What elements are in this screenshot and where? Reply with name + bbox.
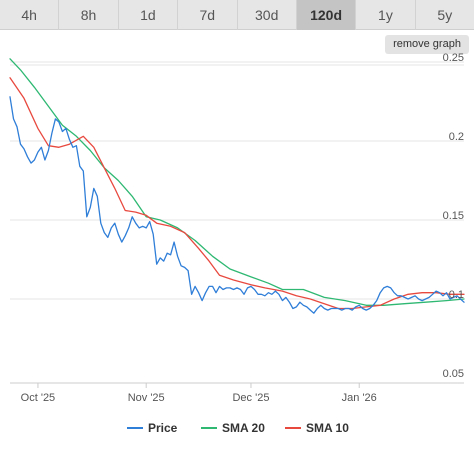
tab-7d[interactable]: 7d [178, 0, 238, 30]
series-lines [9, 58, 465, 314]
y-tick-label: 0.1 [449, 289, 464, 301]
remove-graph-button[interactable]: remove graph [385, 35, 469, 54]
tab-1d[interactable]: 1d [119, 0, 179, 30]
timeframe-tabs: 4h 8h 1d 7d 30d 120d 1y 5y [0, 0, 474, 30]
axes: 0.05 0.1 0.15 0.2 0.25 Oct '25 Nov '25 Dec '25 J… [10, 52, 464, 404]
y-tick-label: 0.2 [449, 131, 464, 143]
tab-1y[interactable]: 1y [356, 0, 416, 30]
tab-30d[interactable]: 30d [238, 0, 297, 30]
y-tick-label: 0.05 [443, 368, 464, 380]
series-line-sma-10 [9, 77, 465, 310]
tab-5y[interactable]: 5y [437, 7, 453, 23]
legend: Price SMA 20 SMA 10 [127, 421, 349, 435]
legend-label: SMA 10 [306, 421, 349, 435]
legend-label: Price [148, 421, 178, 435]
x-tick-label: Jan '26 [342, 392, 377, 404]
x-tick-label: Dec '25 [232, 392, 269, 404]
series-line-sma-20 [9, 58, 465, 306]
grid [10, 61, 464, 300]
tab-8h[interactable]: 8h [59, 0, 119, 30]
y-tick-label: 0.25 [443, 52, 464, 64]
tab-4h[interactable]: 4h [0, 0, 60, 30]
legend-label: SMA 20 [222, 421, 265, 435]
x-tick-label: Nov '25 [128, 392, 165, 404]
y-tick-label: 0.15 [443, 210, 464, 222]
x-tick-label: Oct '25 [21, 392, 56, 404]
tab-120d[interactable]: 120d [296, 0, 357, 30]
series-line-price [9, 96, 465, 314]
